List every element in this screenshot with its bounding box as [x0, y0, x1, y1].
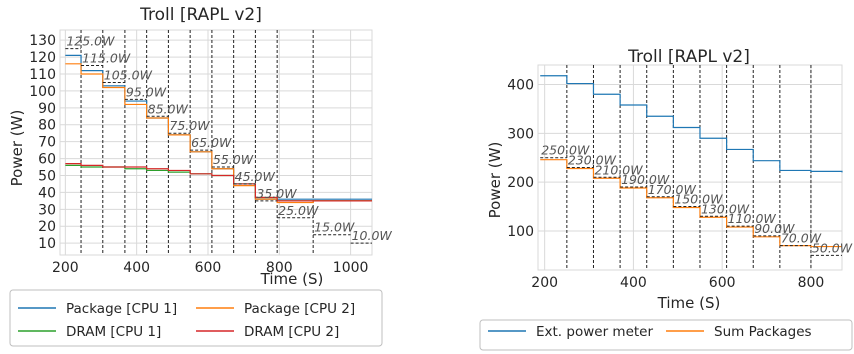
y-tick-label: 100: [29, 84, 56, 100]
cap-label: 105.0W: [104, 67, 153, 82]
y-tick-label: 130: [29, 33, 56, 49]
legend-label: Ext. power meter: [536, 324, 653, 340]
y-tick-label: 30: [38, 202, 56, 218]
cap-label: 95.0W: [126, 84, 167, 99]
y-tick-label: 60: [38, 152, 56, 168]
x-axis-label: Time (S): [260, 270, 324, 288]
legend-label: DRAM [CPU 1]: [66, 324, 161, 340]
legend: Ext. power meter Sum Packages: [479, 319, 853, 351]
cap-label: 210.0W: [594, 162, 643, 177]
cap-label: 75.0W: [169, 118, 210, 133]
x-tick-label: 600: [195, 260, 222, 276]
cap-label: 110.0W: [728, 211, 777, 226]
legend-label: DRAM [CPU 2]: [244, 324, 339, 340]
y-tick-label: 120: [29, 50, 56, 66]
series-line: [65, 163, 372, 202]
legend-frame: [479, 319, 853, 351]
cap-label: 45.0W: [235, 169, 276, 184]
x-tick-label: 1000: [333, 260, 369, 276]
y-tick-label: 90: [38, 101, 56, 117]
plot-frame: [537, 64, 843, 271]
x-tick-label: 200: [52, 260, 79, 276]
y-tick-label: 300: [507, 126, 534, 142]
y-tick-label: 110: [29, 67, 56, 83]
x-axis-label: Time (S): [657, 294, 721, 312]
y-tick-label: 10: [38, 236, 56, 252]
x-tick-label: 800: [266, 260, 293, 276]
chart-left-rapl-packages-dram: Troll [RAPL v2] Time (S) Power (W) 200 40…: [8, 5, 393, 347]
cap-label: 90.0W: [754, 221, 795, 236]
cap-label: 25.0W: [278, 203, 319, 218]
series-line: [540, 159, 842, 248]
series-line: [65, 63, 372, 204]
cap-label: 250.0W: [541, 143, 590, 158]
cap-label: 85.0W: [148, 101, 189, 116]
cap-label: 70.0W: [781, 231, 822, 246]
legend-frame: [9, 289, 383, 347]
x-tick-label: 800: [798, 275, 825, 291]
cap-label: 115.0W: [82, 51, 131, 66]
cap-label: 190.0W: [621, 172, 670, 187]
y-axis-label: Power (W): [8, 110, 26, 187]
y-tick-label: 70: [38, 135, 56, 151]
y-axis-label: Power (W): [486, 142, 504, 219]
cap-label: 65.0W: [191, 135, 232, 150]
y-tick-label: 400: [507, 78, 534, 94]
x-tick-label: 400: [123, 260, 150, 276]
y-tick-label: 40: [38, 185, 56, 201]
cap-label: 125.0W: [66, 34, 115, 49]
cap-label: 230.0W: [568, 153, 617, 168]
x-tick-label: 400: [620, 275, 647, 291]
x-tick-label: 200: [531, 275, 558, 291]
chart-title: Troll [RAPL v2]: [139, 5, 262, 25]
series-line: [540, 75, 843, 173]
y-tick-label: 80: [38, 118, 56, 134]
cap-label: 15.0W: [314, 220, 355, 235]
x-tick-label: 600: [709, 275, 736, 291]
y-tick-label: 200: [507, 175, 534, 191]
cap-label: 130.0W: [701, 201, 750, 216]
plot-frame: [59, 29, 373, 256]
plot-area: 200 400 600 800 1000 102030405060708090100110…: [29, 29, 393, 276]
y-tick-label: 20: [38, 219, 56, 235]
cap-label: 50.0W: [812, 240, 853, 255]
legend-label: Package [CPU 1]: [66, 301, 177, 317]
cap-label: 170.0W: [648, 182, 697, 197]
legend-label: Sum Packages: [714, 324, 812, 340]
y-tick-label: 50: [38, 168, 56, 184]
cap-label: 35.0W: [256, 186, 297, 201]
y-tick-label: 100: [507, 224, 534, 240]
chart-title: Troll [RAPL v2]: [627, 47, 750, 67]
legend-label: Package [CPU 2]: [244, 301, 355, 317]
cap-label: 10.0W: [352, 228, 393, 243]
cap-label: 55.0W: [213, 152, 254, 167]
chart-right-power-meter-vs-packages: Troll [RAPL v2] Time (S) Power (W) 200 40…: [479, 47, 853, 351]
cap-label: 150.0W: [674, 192, 723, 207]
series-line: [65, 164, 372, 202]
plot-area: 200 400 600 800 100 200 300 400 250.0W230.0W210.…: [507, 64, 853, 291]
legend: Package [CPU 1] Package [CPU 2] DRAM [CPU …: [9, 289, 383, 347]
